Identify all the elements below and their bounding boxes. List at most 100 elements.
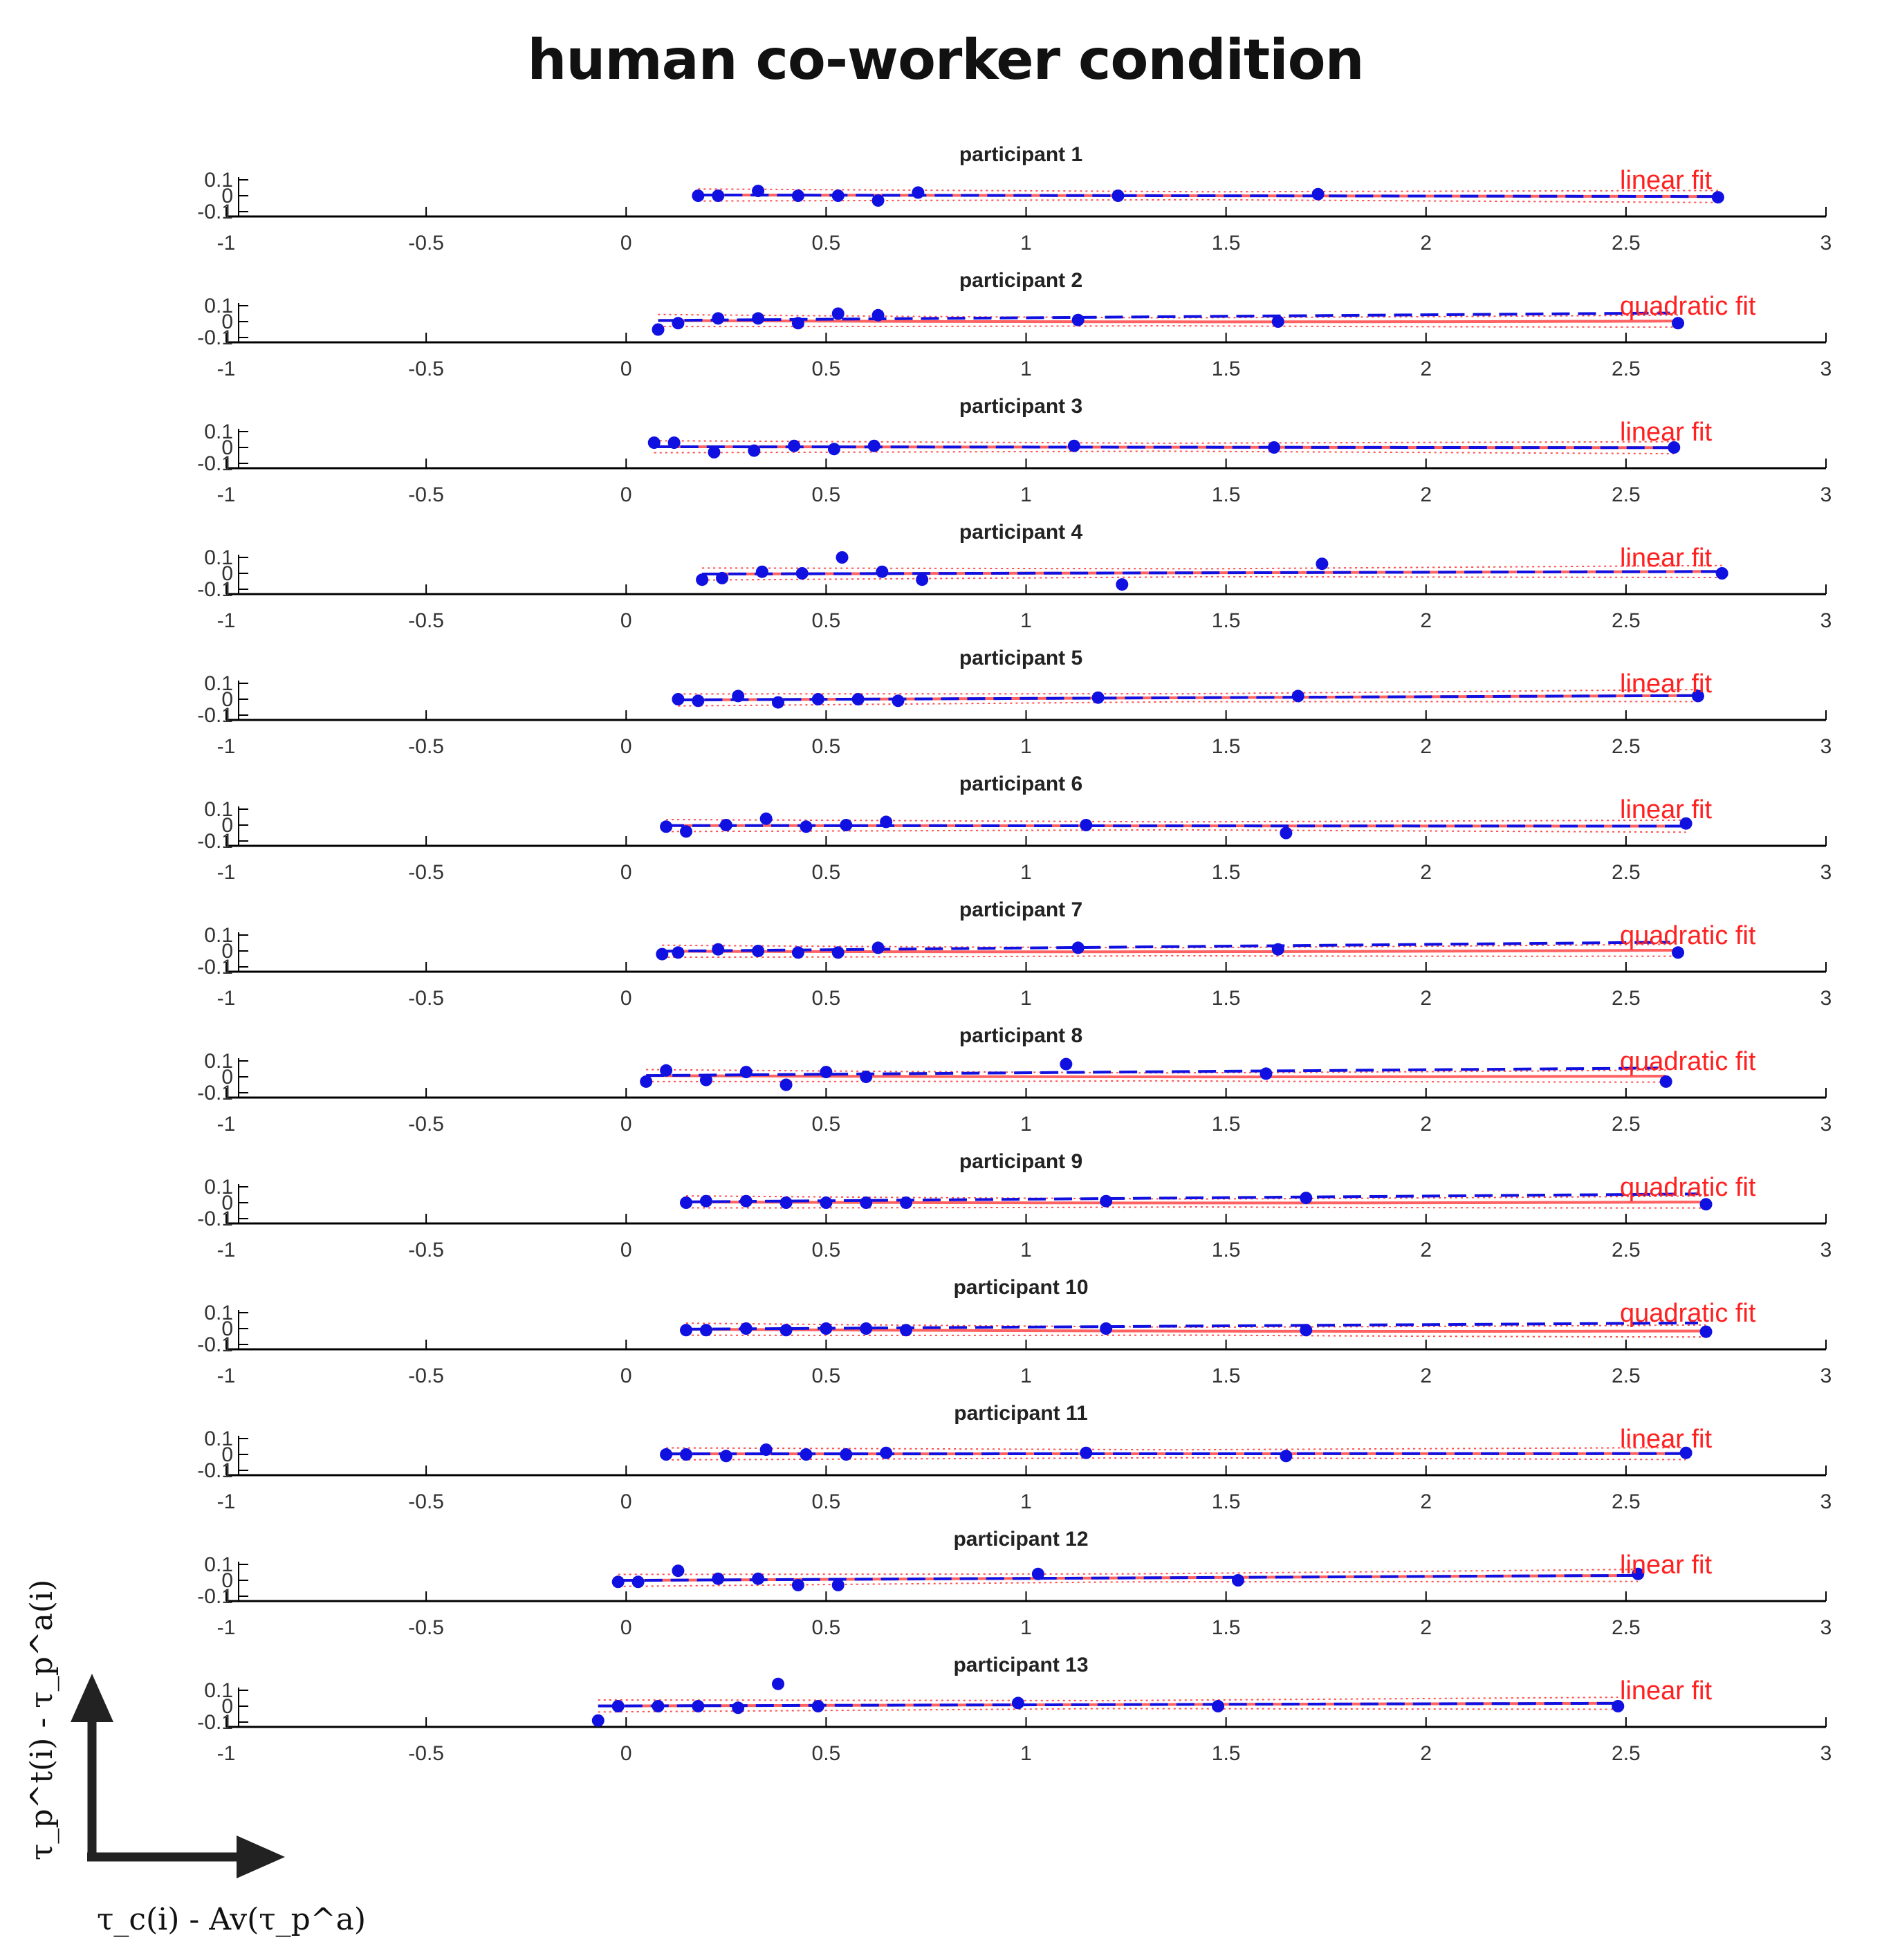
fit-band-lower [685,1334,1706,1338]
data-point [696,573,709,586]
fit-band-lower [678,701,1698,707]
data-point [820,1066,833,1079]
data-point [631,1575,645,1589]
data-point [800,820,813,833]
data-point [759,812,773,825]
fit-band-upper [698,188,1718,193]
x-tick-label: 0 [620,609,632,632]
fit-band-lower [646,1080,1666,1083]
x-tick-label: 3 [1820,861,1832,884]
data-point [1679,817,1692,830]
x-tick-label: 3 [1820,232,1832,255]
data-point [867,439,880,452]
data-point [1091,691,1105,704]
fit-band-upper [598,1696,1618,1701]
panel-title: participant 1 [959,143,1082,166]
data-point [1231,1574,1244,1587]
x-tick-label: 2.5 [1612,1365,1641,1387]
y-tick-label: 0.1 [204,420,233,443]
data-point [1668,441,1681,454]
x-tick-label: 0 [620,232,632,255]
data-point [795,567,809,580]
y-tick-label: 0.1 [204,169,233,192]
y-tick-label: 0 [221,1569,233,1592]
data-point [1691,690,1704,703]
y-tick-label: 0.1 [204,1050,233,1073]
data-point [820,1322,833,1335]
trend-line [698,193,1718,198]
x-tick-label: 0.5 [812,861,841,884]
data-point [800,1448,813,1461]
data-point [679,1196,692,1209]
x-tick-label: -0.5 [408,1616,444,1639]
x-tick-label: -0.5 [408,483,444,506]
x-tick-label: 3 [1820,1616,1832,1639]
x-tick-label: 1 [1020,1365,1032,1387]
fit-band-upper [666,819,1686,823]
data-point [1116,578,1129,591]
x-tick-label: 2.5 [1612,1113,1641,1136]
data-point [880,815,893,829]
data-point [871,194,885,207]
x-tick-label: 2 [1420,232,1432,255]
y-tick-label: 0 [221,1443,233,1466]
data-point [836,551,849,564]
fit-band-lower [685,1206,1706,1209]
data-point [1100,1322,1113,1335]
data-point [652,1700,665,1712]
x-tick-label: 0 [620,483,632,506]
data-point [1212,1700,1225,1712]
panel-title: participant 10 [953,1276,1088,1299]
x-tick-label: 2.5 [1612,1742,1641,1765]
data-point [771,696,784,709]
data-point [1271,315,1284,328]
x-tick-label: 2 [1420,735,1432,758]
data-point [1260,1067,1273,1080]
data-point [656,947,669,961]
figure-title: human co-worker condition [527,28,1364,92]
data-point [860,1196,873,1209]
data-point [672,693,685,705]
y-tick-label: -0.1 [197,1082,233,1104]
data-point [692,694,705,708]
x-tick-label: 0 [620,735,632,758]
x-tick-label: -0.5 [408,1113,444,1136]
x-tick-label: -1 [217,609,236,632]
x-tick-label: 2 [1420,483,1432,506]
x-tick-label: -0.5 [408,358,444,380]
x-tick-label: -1 [217,987,236,1010]
data-point [732,690,745,703]
y-tick-label: -0.1 [197,1459,233,1482]
x-tick-label: -0.5 [408,987,444,1010]
data-point [820,1196,833,1209]
data-point [780,1078,793,1091]
data-point [672,317,685,330]
x-tick-label: 2 [1420,358,1432,380]
x-tick-label: 1.5 [1212,358,1241,380]
panel-13: participant 13-1 -0.5 0 0.5 1 1.5 2 2.5 30.10-0.… [197,1654,1832,1765]
data-point [1699,1198,1713,1211]
fit-line [685,1327,1706,1333]
data-point [811,1700,824,1712]
x-tick-label: 1.5 [1212,483,1241,506]
fit-label: linear fit [1620,669,1712,699]
fit-label: quadratic fit [1620,1299,1756,1328]
data-point [860,1322,873,1335]
x-tick-label: 2 [1420,1113,1432,1136]
x-tick-label: -0.5 [408,1365,444,1387]
y-tick-label: 0 [221,185,233,207]
data-point [831,946,845,959]
data-point [591,1714,605,1727]
fit-label: quadratic fit [1620,292,1756,321]
x-tick-label: -1 [217,1616,236,1639]
x-tick-label: 1.5 [1212,232,1241,255]
fit-band-lower [654,450,1675,454]
x-tick-label: 2 [1420,1616,1432,1639]
data-point [840,1448,853,1461]
data-point [712,312,725,325]
panel-title: participant 11 [954,1402,1087,1425]
data-point [1280,826,1293,840]
x-tick-label: 3 [1820,1365,1832,1387]
x-tick-label: 1 [1020,358,1032,380]
panel-title: participant 3 [959,395,1082,418]
